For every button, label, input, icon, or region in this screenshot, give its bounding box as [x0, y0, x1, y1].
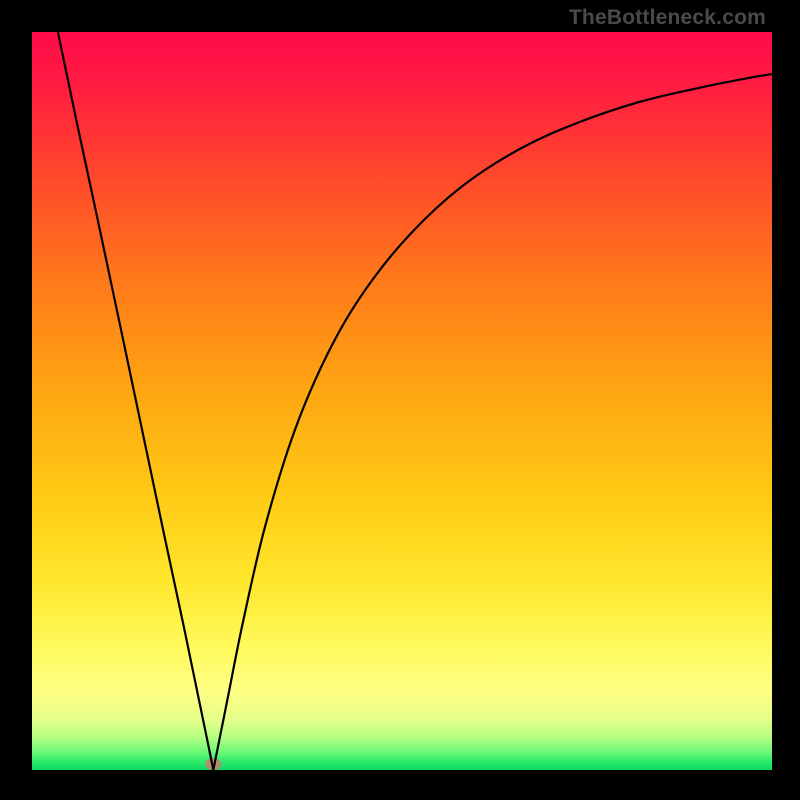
watermark-text: TheBottleneck.com [569, 6, 766, 30]
curve-right-branch [213, 74, 772, 770]
curve-left-branch [58, 32, 213, 770]
plot-area [32, 32, 772, 770]
bottleneck-curve [32, 32, 772, 770]
